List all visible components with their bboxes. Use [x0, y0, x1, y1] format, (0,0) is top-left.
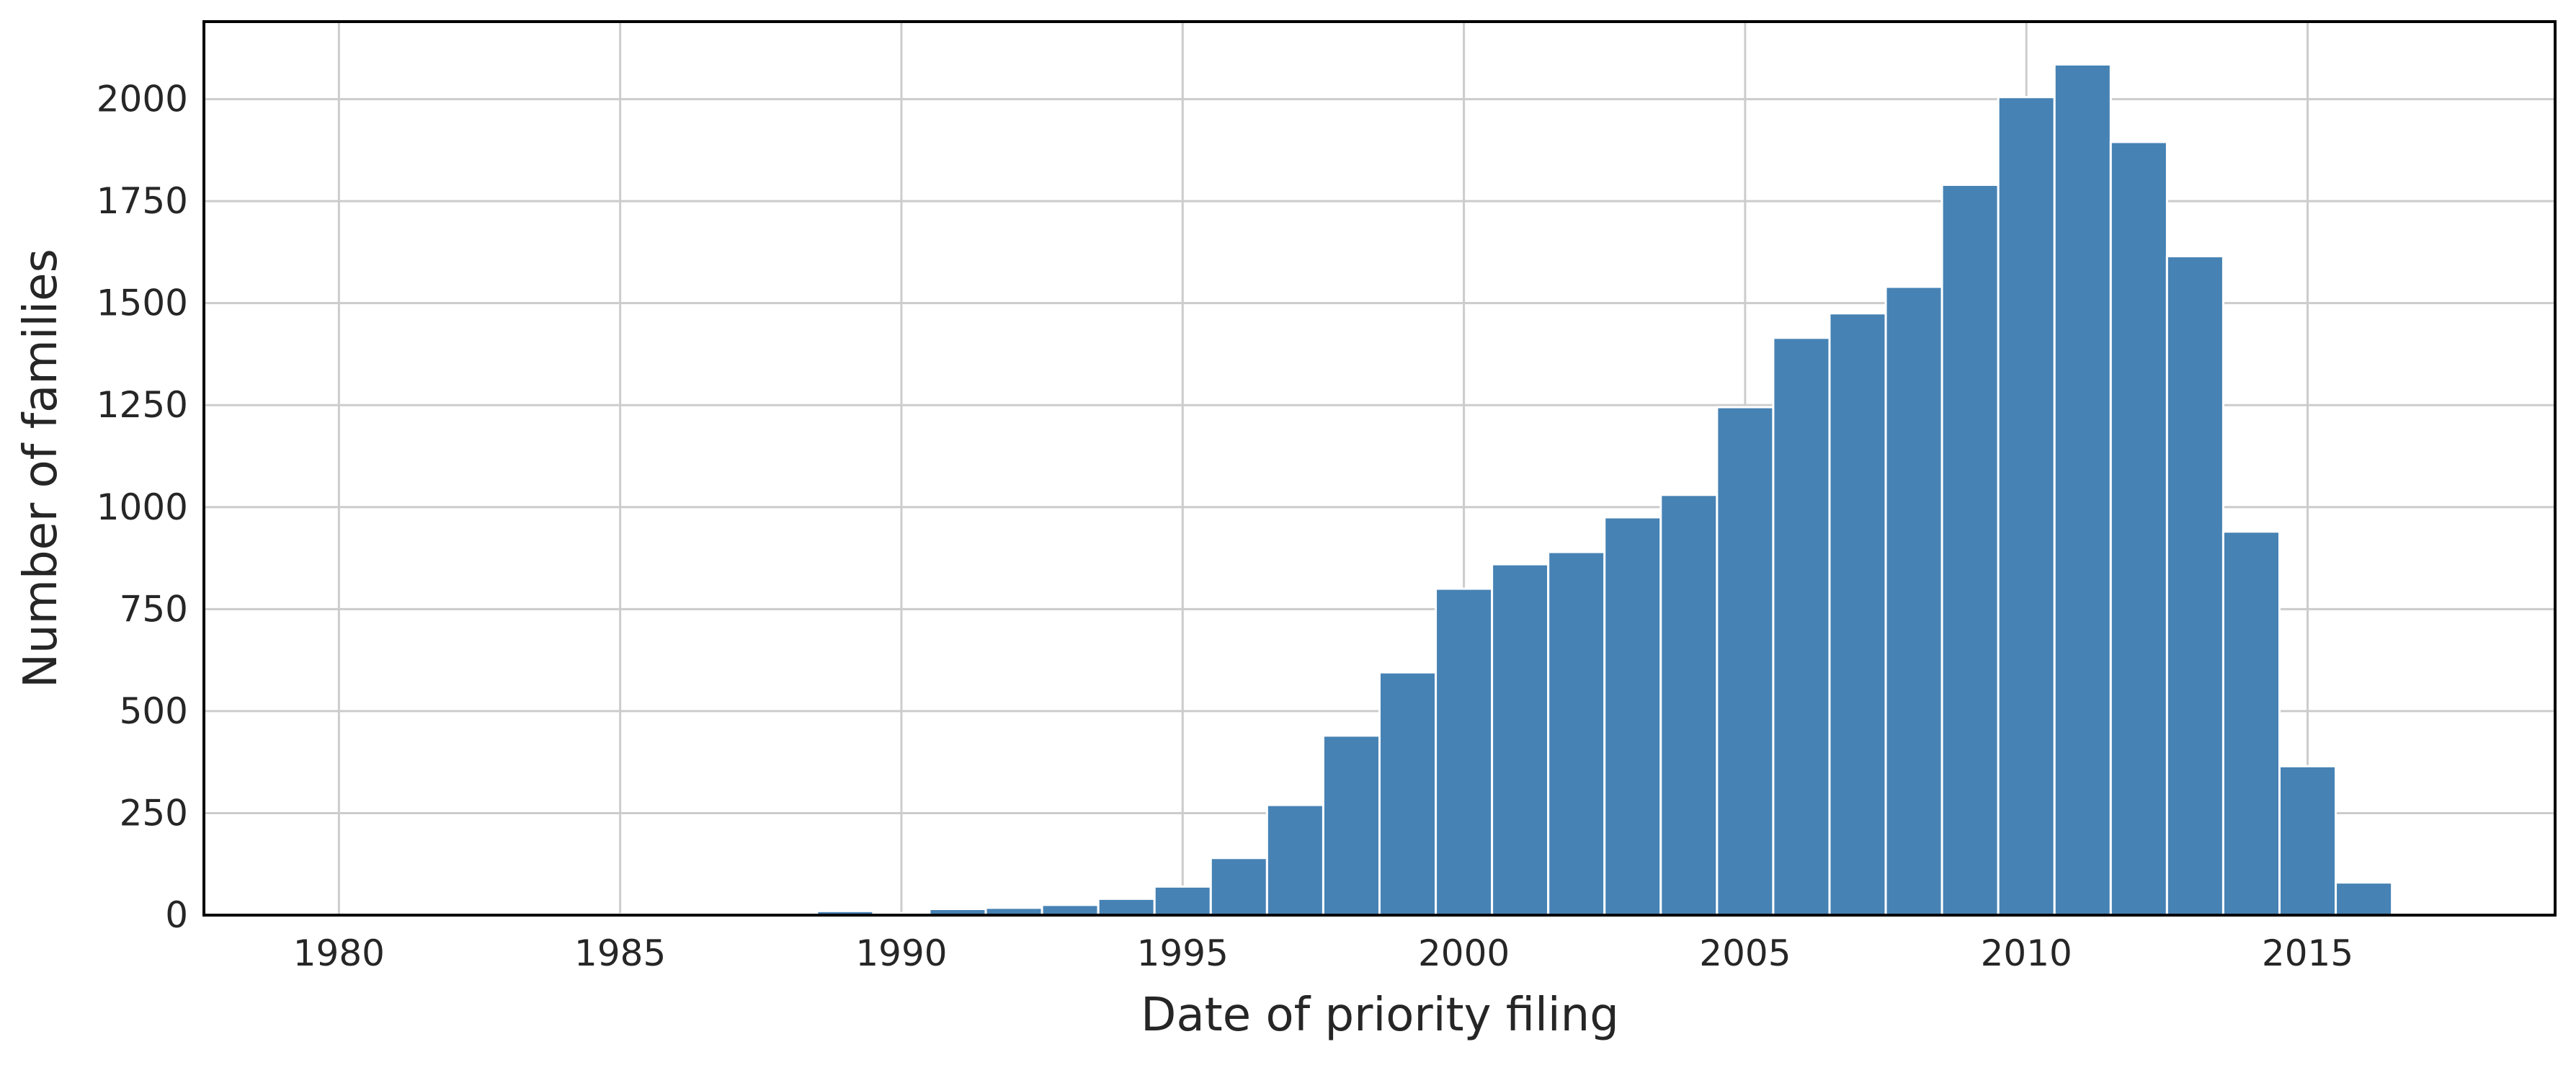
x-tick-label: 2015 — [2262, 932, 2353, 974]
bar — [2109, 141, 2168, 917]
x-tick-label: 1985 — [574, 932, 666, 974]
x-tick-label: 2005 — [1699, 932, 1791, 974]
x-axis-label: Date of priority filing — [1141, 989, 1619, 1042]
bar — [1491, 563, 1550, 917]
bar — [1828, 312, 1887, 917]
plot-frame — [202, 20, 2557, 917]
y-tick-label: 250 — [120, 792, 188, 834]
y-tick-label: 1250 — [97, 384, 188, 426]
y-tick-label: 750 — [120, 588, 188, 630]
bar — [1716, 406, 1775, 917]
bar — [1603, 516, 1662, 917]
bar — [1772, 337, 1831, 917]
x-tick-label: 1980 — [293, 932, 385, 974]
x-tick-label: 2010 — [1981, 932, 2072, 974]
x-tick-label: 1995 — [1137, 932, 1229, 974]
bar — [2053, 63, 2112, 917]
bar — [1040, 904, 1100, 917]
bar — [1097, 897, 1156, 917]
x-tick-label: 1990 — [855, 932, 947, 974]
y-tick-label: 0 — [165, 894, 188, 936]
bar — [2278, 765, 2337, 917]
y-tick-label: 1000 — [97, 486, 188, 528]
bar — [1153, 885, 1212, 917]
bar — [1378, 671, 1438, 917]
y-tick-label: 1500 — [97, 282, 188, 324]
bar — [1940, 183, 2000, 917]
y-tick-label: 1750 — [97, 180, 188, 222]
bar — [1209, 857, 1268, 917]
y-tick-label: 2000 — [97, 79, 188, 120]
bar — [1547, 551, 1606, 917]
y-tick-label: 500 — [120, 690, 188, 732]
bar — [1322, 734, 1381, 917]
bar — [1884, 285, 1943, 917]
bar — [1265, 803, 1324, 917]
bar — [2335, 881, 2394, 917]
x-tick-label: 2000 — [1418, 932, 1510, 974]
bar — [1659, 494, 1719, 917]
bar — [1997, 96, 2056, 917]
y-axis-label: Number of families — [14, 249, 68, 688]
bar — [2221, 530, 2281, 917]
bar — [1435, 587, 1494, 917]
bar — [2165, 255, 2224, 917]
